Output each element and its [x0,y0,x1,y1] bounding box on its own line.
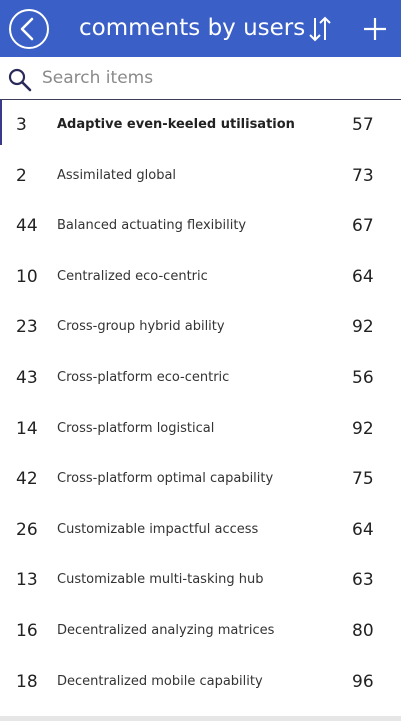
list-item[interactable]: 13 Customizable multi-tasking hub 63 [0,555,401,606]
item-id: 3 [16,114,27,136]
plus-icon [362,16,388,42]
item-name: Balanced actuating flexibility [57,217,246,235]
item-value: 80 [352,620,374,642]
item-name: Decentralized mobile capability [57,673,263,691]
header-bar: comments by users [0,0,401,57]
item-name: Decentralized analyzing matrices [57,622,274,640]
item-value: 57 [352,114,374,136]
item-name: Assimilated global [57,167,176,185]
item-value: 67 [352,215,374,237]
item-value: 64 [352,266,374,288]
item-name: Cross-platform eco-centric [57,369,229,387]
list-item[interactable]: 2 Assimilated global 73 [0,151,401,202]
item-id: 42 [16,468,38,490]
item-name: Customizable multi-tasking hub [57,571,263,589]
item-id: 26 [16,519,38,541]
item-name: Customizable impactful access [57,521,258,539]
item-id: 16 [16,620,38,642]
item-id: 44 [16,215,38,237]
item-id: 10 [16,266,38,288]
item-value: 75 [352,468,374,490]
item-value: 96 [352,671,374,693]
list-item[interactable]: 44 Balanced actuating flexibility 67 [0,201,401,252]
item-name: Adaptive even-keeled utilisation [57,116,295,134]
item-id: 23 [16,316,38,338]
horizontal-scrollbar[interactable] [0,716,401,721]
item-id: 43 [16,367,38,389]
items-list: 3 Adaptive even-keeled utilisation 57 2 Assi… [0,100,401,707]
item-id: 18 [16,671,38,693]
search-bar [0,57,401,100]
list-item[interactable]: 26 Customizable impactful access 64 [0,505,401,556]
item-value: 63 [352,569,374,591]
item-value: 92 [352,316,374,338]
back-button[interactable] [9,9,49,49]
chevron-left-circle-icon [11,11,47,47]
list-item[interactable]: 10 Centralized eco-centric 64 [0,252,401,303]
search-input[interactable] [42,65,382,91]
list-item[interactable]: 3 Adaptive even-keeled utilisation 57 [0,100,401,151]
item-value: 56 [352,367,374,389]
page-title: comments by users [79,12,305,44]
sort-button[interactable] [307,14,333,44]
list-item[interactable]: 18 Decentralized mobile capability 96 [0,657,401,708]
list-item[interactable]: 16 Decentralized analyzing matrices 80 [0,606,401,657]
add-item-button[interactable] [362,16,388,42]
item-value: 64 [352,519,374,541]
list-item[interactable]: 14 Cross-platform logistical 92 [0,404,401,455]
sort-arrows-icon [307,14,333,44]
search-icon [7,67,33,93]
item-name: Centralized eco-centric [57,268,208,286]
item-name: Cross-group hybrid ability [57,318,225,336]
list-item[interactable]: 42 Cross-platform optimal capability 75 [0,454,401,505]
item-id: 13 [16,569,38,591]
list-item[interactable]: 23 Cross-group hybrid ability 92 [0,302,401,353]
item-value: 92 [352,418,374,440]
list-item[interactable]: 43 Cross-platform eco-centric 56 [0,353,401,404]
item-id: 2 [16,165,27,187]
item-id: 14 [16,418,38,440]
item-name: Cross-platform optimal capability [57,470,273,488]
item-name: Cross-platform logistical [57,420,214,438]
item-value: 73 [352,165,374,187]
